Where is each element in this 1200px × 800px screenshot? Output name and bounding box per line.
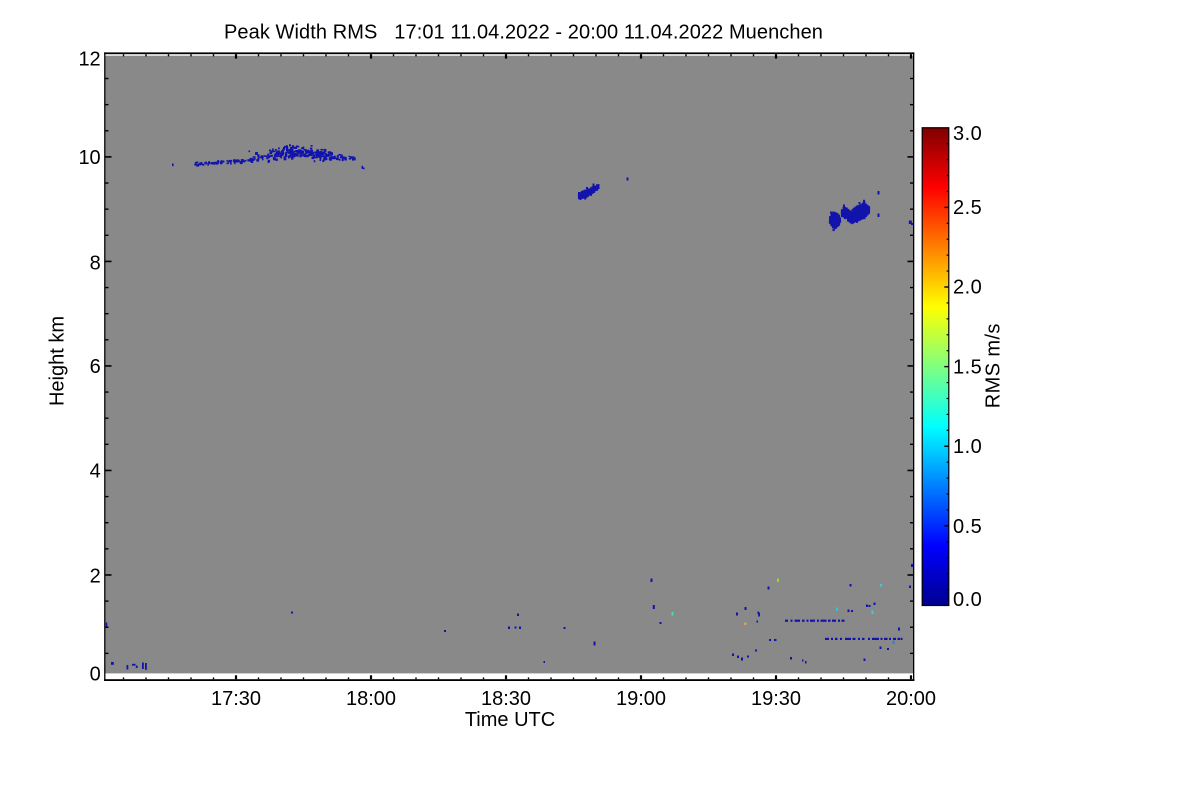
svg-text:19:00: 19:00 [616,688,666,710]
svg-text:0: 0 [90,663,101,685]
svg-text:18:00: 18:00 [346,688,396,710]
svg-text:2.5: 2.5 [953,197,982,219]
svg-text:20:00: 20:00 [886,688,936,710]
svg-text:8: 8 [90,252,101,274]
svg-text:RMS m/s: RMS m/s [983,323,1005,408]
svg-text:0.5: 0.5 [953,516,982,538]
svg-text:1.0: 1.0 [953,436,982,458]
svg-text:1.5: 1.5 [953,357,982,379]
svg-text:4: 4 [90,461,101,483]
svg-text:3.0: 3.0 [953,123,982,145]
svg-text:2: 2 [90,565,101,587]
svg-text:18:30: 18:30 [481,688,531,710]
svg-text:Height km: Height km [46,316,68,406]
svg-text:Peak Width RMS 17:01 11.04.2: Peak Width RMS 17:01 11.04.2022 - 20:00 … [224,22,823,44]
svg-text:17:30: 17:30 [211,688,261,710]
svg-text:19:30: 19:30 [751,688,801,710]
svg-text:6: 6 [90,356,101,378]
svg-text:Time UTC: Time UTC [465,709,555,731]
svg-text:0.0: 0.0 [953,589,982,611]
svg-text:10: 10 [78,147,100,169]
svg-text:2.0: 2.0 [953,277,982,299]
svg-text:12: 12 [78,48,100,70]
